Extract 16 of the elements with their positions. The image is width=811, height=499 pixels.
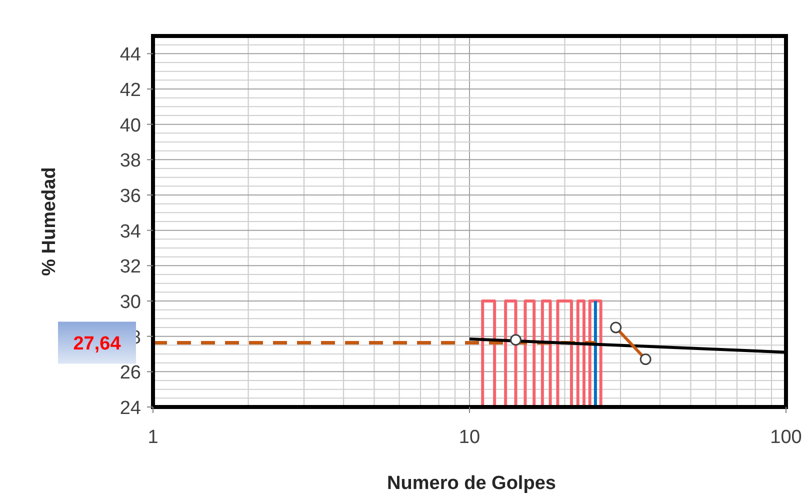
x-tick-label: 100 [770, 427, 802, 448]
annotation: 27,64 [73, 334, 122, 355]
y-tick-label: 38 [120, 150, 141, 172]
x-tick-label: 1 [148, 427, 158, 448]
y-axis-title: % Humedad [39, 167, 60, 276]
x-axis-title: Numero de Golpes [387, 473, 556, 494]
y-tick-label: 44 [120, 44, 142, 66]
y-tick-label: 36 [120, 186, 141, 207]
y-tick-label: 30 [120, 292, 141, 313]
y-tick-label: 32 [120, 256, 141, 278]
y-tick-label: 42 [120, 80, 141, 101]
y-tick-label: 40 [120, 115, 141, 136]
y-tick-label: 24 [120, 398, 142, 419]
y-tick-label: 26 [120, 362, 141, 384]
y-tick-label: 34 [120, 221, 142, 242]
x-tick-label: 10 [458, 427, 480, 448]
